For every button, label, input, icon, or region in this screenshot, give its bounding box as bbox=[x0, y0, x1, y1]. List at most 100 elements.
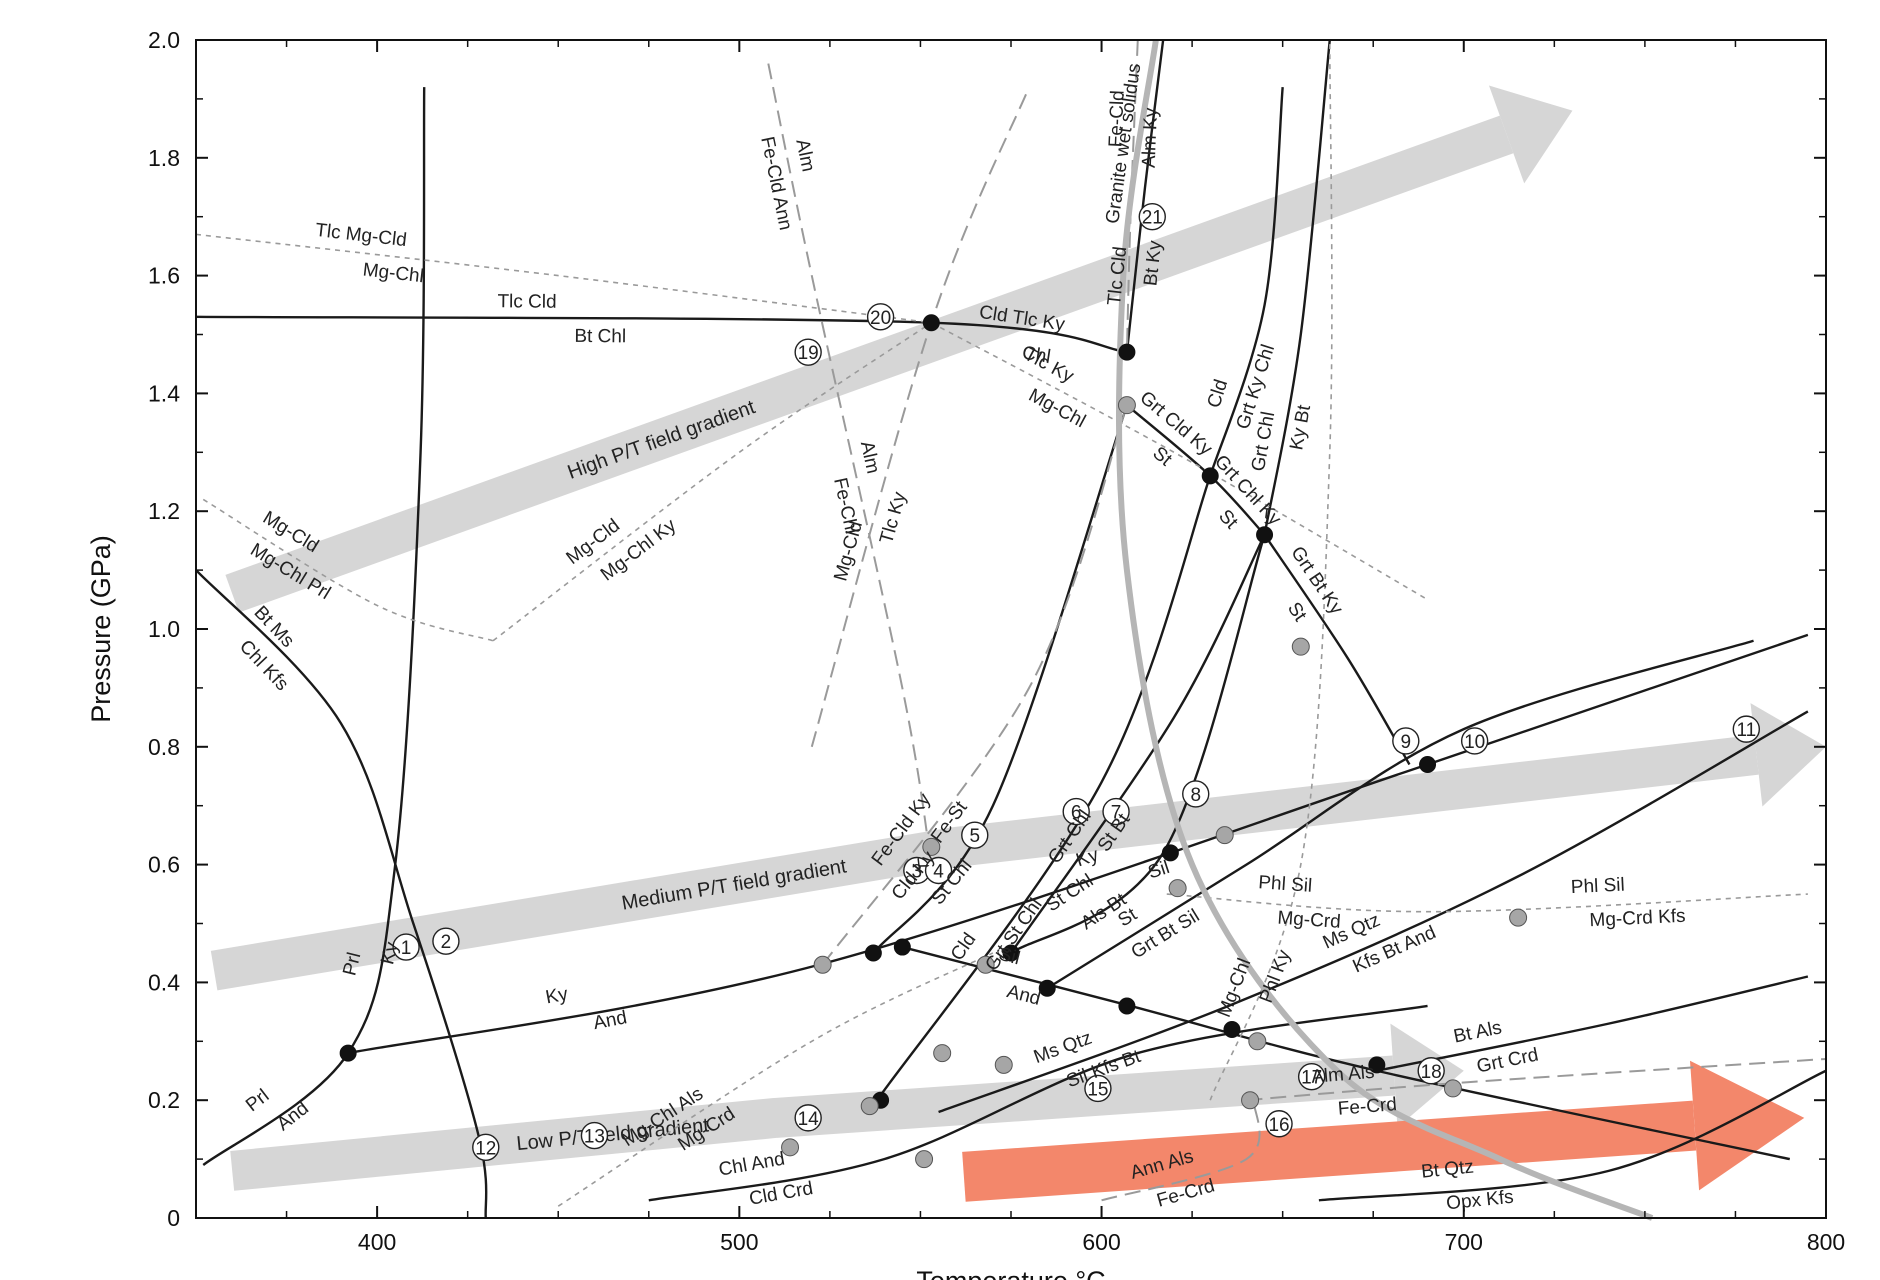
y-tick-label: 1.6 bbox=[148, 263, 180, 289]
invariant-point-black bbox=[1038, 979, 1056, 997]
reaction-label: Phl Sil bbox=[1570, 875, 1625, 899]
numbered-point-circle bbox=[961, 821, 989, 849]
reaction-line-sil-and bbox=[902, 945, 1791, 1161]
numbered-point-label: 7 bbox=[1111, 803, 1122, 824]
axes-layer: 400 500 600 700 800 0 0.2 0.4 0.6 0.8 1.0 1.2 1.4 1.6… bbox=[148, 27, 1845, 1255]
numbered-point-label: 2 bbox=[441, 932, 452, 953]
numbered-point-circle bbox=[1265, 1110, 1293, 1138]
numbered-point-circle bbox=[924, 856, 953, 885]
numbered-point-label: 6 bbox=[1071, 803, 1082, 824]
numbered-point-label: 3 bbox=[912, 861, 923, 882]
numbered-point-circle bbox=[392, 933, 420, 961]
invariant-point-black bbox=[1002, 944, 1020, 962]
reaction-label: Sil bbox=[997, 944, 1023, 970]
numbered-point-label: 19 bbox=[798, 343, 819, 364]
reaction-line-phl-sil-mg-crd bbox=[1166, 893, 1808, 913]
reaction-label: Phl Sil bbox=[1258, 872, 1313, 897]
numbered-point-label: 12 bbox=[475, 1138, 496, 1159]
y-tick-label: 1.0 bbox=[148, 616, 180, 642]
y-tick-label: 2.0 bbox=[148, 27, 180, 53]
invariant-point-grey bbox=[1291, 637, 1310, 656]
field-gradient-arrowhead bbox=[1689, 1060, 1805, 1191]
invariant-point-grey bbox=[1215, 826, 1234, 845]
reaction-label: Fe-Cld bbox=[1105, 90, 1128, 148]
invariant-point-grey bbox=[1117, 396, 1136, 415]
field-gradient-shaft bbox=[210, 734, 1759, 991]
invariant-point-grey bbox=[1168, 879, 1187, 898]
invariant-point-grey bbox=[860, 1097, 879, 1116]
reaction-line-st-chl-grt-bt bbox=[875, 475, 1212, 1101]
y-tick-label: 0.8 bbox=[148, 734, 180, 760]
numbered-point-circle bbox=[1392, 727, 1420, 755]
numbered-point-label: 15 bbox=[1087, 1079, 1108, 1100]
reaction-line-st-chl-als-bt bbox=[1010, 534, 1266, 954]
invariant-point-grey bbox=[1241, 1091, 1260, 1110]
reaction-line-fe-cld-ky-fe-st bbox=[821, 404, 1128, 966]
numbered-point-label: 13 bbox=[584, 1127, 605, 1148]
reaction-label: Mg-Crd Kfs bbox=[1589, 906, 1686, 932]
reaction-line-ms-qtz bbox=[938, 710, 1809, 1114]
numbered-point-label: 17 bbox=[1301, 1068, 1322, 1089]
numbered-point-circle bbox=[1417, 1057, 1445, 1085]
reaction-line-tlc-cld bbox=[195, 315, 1128, 354]
numbered-point-circle bbox=[794, 1104, 822, 1132]
numbered-point-label: 20 bbox=[870, 308, 891, 329]
numbered-point-circle bbox=[580, 1121, 609, 1150]
invariant-point-black bbox=[1118, 997, 1136, 1015]
y-axis-title: Pressure (GPa) bbox=[86, 535, 116, 723]
numbered-point-label: 10 bbox=[1464, 732, 1485, 753]
invariant-point-grey bbox=[933, 1044, 952, 1063]
y-tick-label: 0.4 bbox=[148, 969, 180, 995]
invariant-point-grey bbox=[976, 955, 995, 974]
reaction-label: Mg-Crd bbox=[1277, 908, 1342, 933]
reaction-line-mg-chl-als-mg-crd bbox=[557, 952, 994, 1207]
reaction-label: Ky bbox=[544, 984, 570, 1009]
invariant-point-black bbox=[1201, 467, 1219, 485]
numbered-point-label: 18 bbox=[1421, 1062, 1442, 1083]
numbered-point-circle bbox=[1460, 727, 1489, 755]
numbered-point-circle bbox=[1102, 797, 1130, 826]
invariant-point-black bbox=[922, 314, 940, 332]
y-tick-label: 0 bbox=[167, 1205, 180, 1231]
numbered-point-circle bbox=[1062, 797, 1090, 826]
x-axis-title: Temperature °C bbox=[916, 1266, 1105, 1280]
reaction-line-alm-fe-cld-ann bbox=[767, 63, 933, 865]
reaction-line-alm-als-fe-crd bbox=[1246, 1057, 1827, 1102]
reaction-label: Bt Ky bbox=[1140, 239, 1166, 287]
numbered-point-label: 1 bbox=[401, 938, 412, 959]
reaction-line-tlc-mgcld-mgchl bbox=[195, 233, 932, 324]
numbered-point-circle bbox=[1182, 780, 1210, 808]
invariant-point-black bbox=[893, 938, 911, 956]
x-tick-label: 400 bbox=[358, 1229, 396, 1255]
reaction-label: Bt Chl bbox=[574, 326, 626, 347]
invariant-point-black bbox=[339, 1044, 357, 1062]
invariant-point-black bbox=[864, 944, 882, 962]
invariant-point-grey bbox=[922, 837, 941, 856]
numbered-point-label: 9 bbox=[1401, 732, 1412, 753]
reaction-line-st-grt-bt-sil bbox=[1046, 639, 1754, 990]
reaction-line-cld-grt-ky-chl bbox=[1209, 87, 1284, 477]
reaction-line-mgcld-mgchl-ky bbox=[492, 322, 932, 642]
invariant-point-black bbox=[1256, 526, 1274, 544]
y-tick-label: 1.8 bbox=[148, 145, 180, 171]
invariant-point-black bbox=[1223, 1021, 1241, 1039]
reaction-line-grt-chl-st-bt bbox=[1010, 534, 1266, 954]
invariant-point-grey bbox=[1443, 1079, 1462, 1098]
reaction-line-alm-ky bbox=[1125, 39, 1165, 353]
y-tick-label: 1.4 bbox=[148, 380, 180, 406]
field-gradient-arrowhead bbox=[1488, 85, 1573, 184]
invariant-point-black bbox=[1419, 755, 1437, 773]
reaction-label: Alm Ky bbox=[1139, 107, 1162, 168]
reaction-line-cld-ky-st-chl bbox=[872, 404, 1129, 954]
reaction-line-bt-qtz-opx-kfs bbox=[1318, 1069, 1827, 1202]
field-gradient-shaft bbox=[230, 1055, 1396, 1191]
numbered-point-label: 5 bbox=[969, 826, 980, 847]
reaction-line-grt-chl-ky-bt bbox=[1263, 39, 1331, 535]
numbered-point-label: 14 bbox=[798, 1109, 820, 1130]
numbered-point-label: 8 bbox=[1190, 785, 1201, 806]
y-tick-label: 0.2 bbox=[148, 1087, 180, 1113]
field-gradient-shaft bbox=[962, 1100, 1697, 1202]
reaction-line-ann-als-fe-crd bbox=[1101, 1100, 1261, 1202]
